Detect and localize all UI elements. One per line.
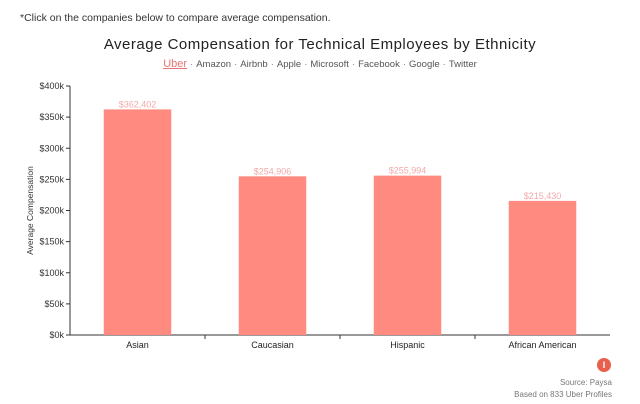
x-tick-label: Asian	[126, 340, 149, 350]
company-selector: Uber · Amazon · Airbnb · Apple · Microsoft · Faceb…	[0, 58, 640, 70]
data-label: $255,994	[389, 166, 427, 176]
instruction-text: *Click on the companies below to compare…	[20, 12, 331, 24]
company-link-uber[interactable]: Uber	[163, 58, 188, 70]
profile-count-text: Based on 833 Uber Profiles	[514, 390, 612, 399]
company-link-google[interactable]: Google	[409, 59, 440, 70]
chart-title: Average Compensation for Technical Emplo…	[103, 36, 537, 53]
company-link-twitter[interactable]: Twitter	[448, 59, 477, 70]
y-tick-label: $250k	[39, 174, 64, 184]
y-axis-label: Average Compensation	[25, 166, 35, 255]
y-tick-label: $0k	[49, 330, 64, 340]
source-note: Source: Paysa Based on 833 Uber Profiles	[514, 377, 612, 401]
y-tick-label: $300k	[39, 143, 64, 153]
bar-asian	[103, 109, 172, 335]
company-separator: ·	[304, 59, 308, 70]
company-link-facebook[interactable]: Facebook	[358, 59, 400, 70]
y-tick-label: $200k	[39, 206, 64, 216]
y-tick-label: $400k	[39, 81, 64, 91]
data-label: $215,430	[524, 191, 562, 201]
data-label: $254,906	[254, 166, 292, 176]
company-separator: ·	[442, 59, 446, 70]
company-link-amazon[interactable]: Amazon	[196, 59, 232, 70]
x-tick-label: African American	[508, 340, 576, 350]
company-separator: ·	[190, 59, 194, 70]
company-separator: ·	[351, 59, 356, 70]
company-link-microsoft[interactable]: Microsoft	[310, 59, 349, 70]
company-separator: ·	[402, 59, 406, 70]
paysa-logo-icon: I	[597, 358, 611, 372]
x-tick-label: Hispanic	[390, 340, 425, 350]
bar-hispanic	[373, 175, 442, 335]
source-text: Source: Paysa	[559, 378, 612, 387]
y-tick-label: $100k	[39, 268, 64, 278]
y-tick-label: $150k	[39, 237, 64, 247]
company-link-apple[interactable]: Apple	[276, 59, 302, 70]
company-separator: ·	[234, 59, 238, 70]
x-tick-label: Caucasian	[251, 340, 294, 350]
bar-african-american	[508, 200, 577, 335]
data-label: $362,402	[119, 99, 157, 109]
company-separator: ·	[270, 59, 274, 70]
y-tick-label: $50k	[44, 299, 64, 309]
y-tick-label: $350k	[39, 112, 64, 122]
bar-caucasian	[238, 176, 307, 335]
company-link-airbnb[interactable]: Airbnb	[240, 59, 268, 70]
